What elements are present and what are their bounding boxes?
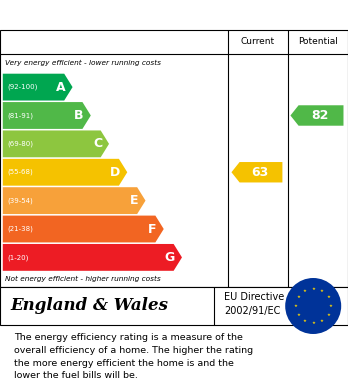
Text: ★: ★ — [326, 295, 330, 300]
Text: (69-80): (69-80) — [8, 141, 34, 147]
Text: EU Directive
2002/91/EC: EU Directive 2002/91/EC — [224, 292, 285, 316]
Polygon shape — [3, 102, 91, 129]
Text: England & Wales: England & Wales — [10, 298, 168, 314]
Text: Not energy efficient - higher running costs: Not energy efficient - higher running co… — [5, 276, 161, 282]
Text: (92-100): (92-100) — [8, 84, 38, 90]
Polygon shape — [231, 162, 283, 183]
Text: ★: ★ — [296, 313, 300, 317]
Text: B: B — [74, 109, 84, 122]
Text: ★: ★ — [311, 287, 315, 291]
Text: ★: ★ — [302, 289, 307, 293]
Polygon shape — [291, 105, 343, 126]
Text: ★: ★ — [302, 319, 307, 323]
Polygon shape — [3, 187, 145, 214]
Text: (39-54): (39-54) — [8, 197, 33, 204]
Polygon shape — [3, 159, 127, 186]
Text: ★: ★ — [294, 304, 298, 308]
Text: E: E — [130, 194, 139, 207]
Polygon shape — [3, 74, 73, 100]
Text: ★: ★ — [326, 313, 330, 317]
Text: ★: ★ — [311, 321, 315, 325]
Text: Energy Efficiency Rating: Energy Efficiency Rating — [10, 8, 213, 23]
Text: C: C — [93, 137, 102, 151]
Text: (55-68): (55-68) — [8, 169, 33, 176]
Text: ★: ★ — [320, 289, 324, 293]
Ellipse shape — [285, 278, 341, 334]
Text: G: G — [165, 251, 175, 264]
Text: ★: ★ — [296, 295, 300, 300]
Text: Potential: Potential — [298, 37, 338, 46]
Polygon shape — [3, 244, 182, 271]
Text: (81-91): (81-91) — [8, 112, 34, 119]
Text: D: D — [110, 166, 120, 179]
Polygon shape — [3, 215, 164, 242]
Text: ★: ★ — [329, 304, 332, 308]
Text: (21-38): (21-38) — [8, 226, 33, 232]
Text: ★: ★ — [320, 319, 324, 323]
Text: Very energy efficient - lower running costs: Very energy efficient - lower running co… — [5, 60, 161, 66]
Text: A: A — [56, 81, 65, 93]
Text: (1-20): (1-20) — [8, 254, 29, 261]
Text: F: F — [148, 222, 157, 235]
Text: Current: Current — [241, 37, 275, 46]
Text: 63: 63 — [251, 166, 268, 179]
Text: The energy efficiency rating is a measure of the
overall efficiency of a home. T: The energy efficiency rating is a measur… — [14, 333, 253, 380]
Text: 82: 82 — [311, 109, 328, 122]
Polygon shape — [3, 131, 109, 157]
